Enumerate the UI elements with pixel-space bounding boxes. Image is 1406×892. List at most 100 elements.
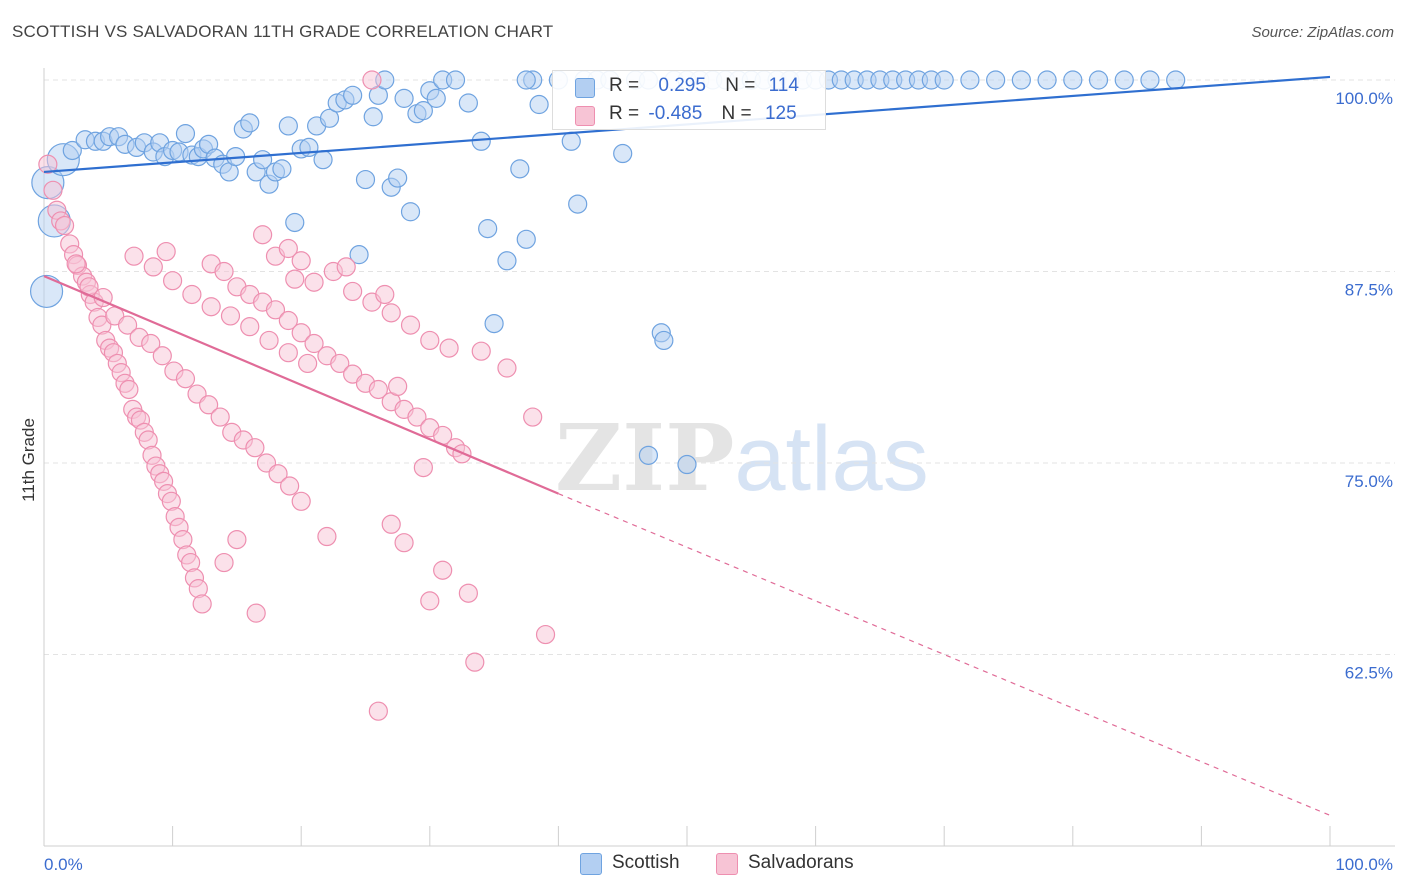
salvadoran-point [124,246,144,266]
scottish-point [986,70,1006,90]
scottish-point [175,124,196,144]
chart-title: SCOTTISH VS SALVADORAN 11TH GRADE CORREL… [12,22,554,41]
scottish-point [1088,70,1109,90]
scottish-point [349,245,369,265]
salvadoran-point [253,225,273,245]
scottish-point [497,251,517,271]
legend-n-label: N = [721,103,752,124]
salvadoran-point [535,624,556,645]
scottish-point [355,169,376,190]
scottish-point [471,131,491,151]
salvadoran-point [268,464,288,484]
salvadoran-point [192,594,212,614]
salvadoran-point [199,395,219,415]
scottish-point [313,150,333,170]
legend-swatch-pink [575,106,595,126]
salvadoran-point [280,476,300,496]
salvadoran-point [420,330,440,351]
scottish-point [934,70,954,90]
salvadoran-trend-line [43,275,559,495]
x-tick-label: 100.0% [1335,855,1393,874]
salvadoran-point [317,526,337,547]
scottish-point [638,445,659,465]
salvadoran-point [375,284,395,305]
salvadoran-point [330,353,350,374]
y-tick-label: 87.5% [1345,281,1393,300]
scottish-point [561,131,581,151]
scottish-point [413,101,433,121]
salvadoran-point [163,271,183,291]
salvadoran-point [381,514,401,534]
legend-r-label: R = [609,75,640,96]
salvadoran-point [227,529,247,550]
salvadoran-point [368,701,388,721]
scottish-point [278,116,298,136]
salvadoran-point [152,346,172,366]
salvadoran-point [285,269,305,289]
salvadoran-point [278,343,298,363]
salvadoran-point [465,652,485,672]
scottish-point [445,70,466,90]
scottish-point [240,113,260,133]
salvadoran-point [278,310,298,331]
salvadoran-point [278,238,298,259]
scottish-point [62,140,82,161]
scottish-point [1011,70,1031,90]
salvadoran-point [336,257,356,277]
scottish-point [388,168,408,188]
salvadoran-point [175,369,196,389]
legend-r-value: -0.485 [648,103,703,124]
salvadoran-point [214,552,234,573]
legend-n-value: 125 [764,103,797,124]
legend-r-value: 0.295 [658,75,706,96]
bottom-legend-label: Scottish [612,852,680,873]
scottish-point [285,212,305,233]
scottish-point [1166,70,1186,90]
scottish-point [1037,70,1057,90]
salvadoran-point [119,379,139,400]
y-axis-label: 11th Grade [19,418,38,502]
salvadoran-point [439,338,459,358]
salvadoran-point [117,315,138,335]
salvadoran-point [291,491,311,511]
salvadoran-point [368,379,388,400]
legend-box: R = 0.295 N = 114 R = -0.485 N = 125 [552,70,826,130]
salvadoran-point [458,583,478,603]
salvadoran-point [259,330,279,351]
scottish-point [568,194,588,214]
salvadoran-point [43,180,63,200]
salvadoran-point [407,407,427,427]
salvadoran-point [141,333,161,354]
y-tick-label: 75.0% [1345,472,1393,491]
salvadoran-point [214,261,234,282]
salvadoran-point [497,358,517,378]
scottish-point [400,202,421,222]
salvadoran-point [343,281,363,302]
scottish-point [516,70,536,90]
scottish-point [677,454,697,475]
scottish-point [613,143,633,164]
salvadoran-point [523,407,543,427]
salvadoran-point [143,257,163,277]
scottish-point [394,88,414,108]
salvadoran-point [291,323,311,343]
scottish-point [1140,70,1160,90]
scottish-point [516,229,536,249]
salvadoran-point [381,303,401,323]
salvadoran-point [420,591,440,611]
salvadoran-point [298,353,318,374]
salvadoran-point [220,306,241,326]
salvadoran-point [240,317,260,337]
salvadoran-point [246,603,266,623]
salvadoran-point [471,341,491,361]
scottish-point [363,107,383,127]
salvadoran-point [265,300,286,320]
salvadoran-point [291,251,311,271]
salvadoran-point [38,154,58,174]
salvadoran-point [433,560,453,580]
bottom-legend-swatch-blue [580,853,602,875]
scottish-point [529,94,549,115]
salvadoran-point [304,333,324,354]
scottish-point [426,88,446,108]
